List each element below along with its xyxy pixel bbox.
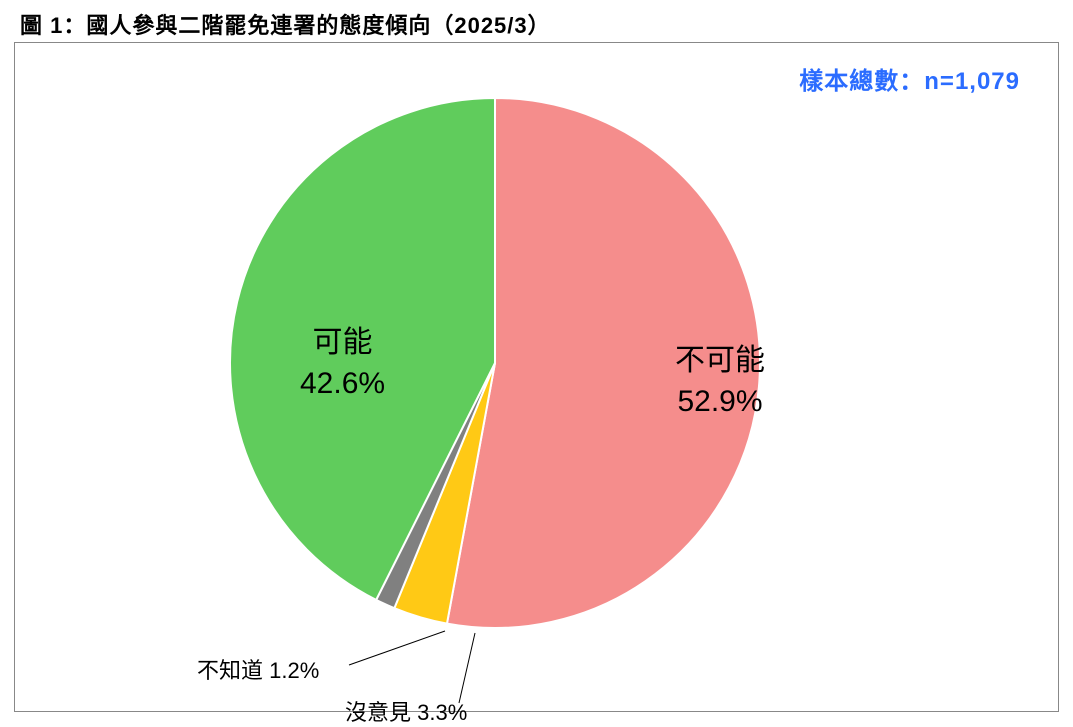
slice-label-possible: 可能 42.6%	[300, 323, 385, 404]
slice-label-text: 可能	[300, 323, 385, 364]
leader-line	[349, 631, 445, 665]
slice-label-text: 不可能	[675, 341, 765, 382]
sample-size-note: 樣本總數：n=1,079	[799, 61, 1020, 96]
leader-line	[459, 633, 475, 703]
slice-label-no-opinion: 沒意見 3.3%	[345, 695, 467, 727]
chart-frame: 樣本總數：n=1,079 可能 42.6% 不可能 52.9% 不知道 1.2%…	[14, 42, 1059, 712]
chart-title: 圖 1：國人參與二階罷免連署的態度傾向（2025/3）	[20, 8, 551, 40]
slice-label-value: 42.6%	[300, 364, 385, 405]
slice-label-value: 52.9%	[675, 382, 765, 423]
slice-label-dont-know: 不知道 1.2%	[197, 653, 319, 685]
slice-label-not-possible: 不可能 52.9%	[675, 341, 765, 422]
